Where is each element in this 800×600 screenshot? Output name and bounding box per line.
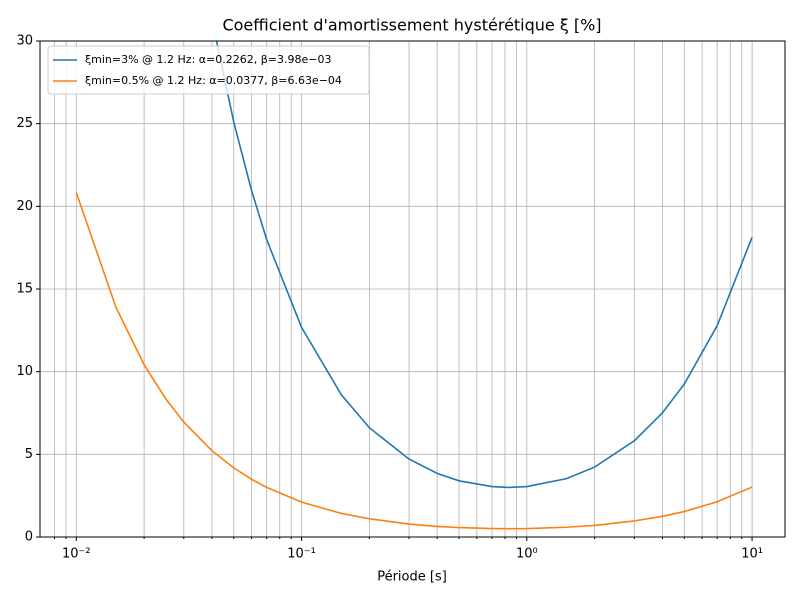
y-tick-label: 10 xyxy=(16,364,33,379)
legend: ξmin=3% @ 1.2 Hz: α=0.2262, β=3.98e−03 ξm… xyxy=(47,45,370,95)
y-tick-label: 0 xyxy=(25,530,33,545)
legend-label: ξmin=3% @ 1.2 Hz: α=0.2262, β=3.98e−03 xyxy=(85,53,331,66)
legend-label: ξmin=0.5% @ 1.2 Hz: α=0.0377, β=6.63e−04 xyxy=(85,74,342,87)
y-tick-label: 15 xyxy=(16,282,33,297)
line-series xyxy=(75,192,753,530)
y-tick-label: 20 xyxy=(16,199,33,214)
axes-frame xyxy=(39,40,786,538)
y-tick-label: 30 xyxy=(16,34,33,49)
chart-title: Coefficient d'amortissement hystérétique… xyxy=(222,16,601,35)
y-tick-label: 5 xyxy=(25,447,33,462)
plot-area xyxy=(75,41,753,530)
y-tick-label: 25 xyxy=(16,116,33,131)
x-tick-label: 10¹ xyxy=(741,547,763,562)
x-tick-label: 10⁰ xyxy=(516,547,538,562)
x-tick-label: 10⁻² xyxy=(62,547,91,562)
legend-box xyxy=(47,45,370,95)
x-axis-label: Période [s] xyxy=(377,570,447,585)
line-series xyxy=(215,41,753,489)
x-tick-label: 10⁻¹ xyxy=(287,547,316,562)
grid xyxy=(36,40,785,541)
